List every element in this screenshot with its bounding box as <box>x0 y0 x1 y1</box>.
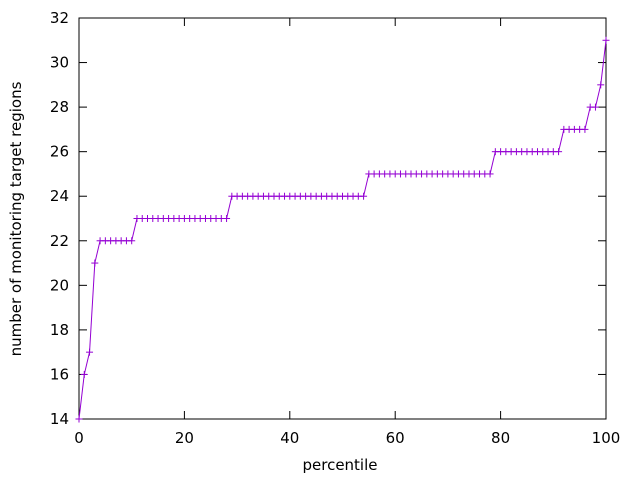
x-axis-title: percentile <box>302 456 377 474</box>
data-point <box>555 148 563 156</box>
data-point <box>591 103 599 111</box>
data-point <box>75 415 83 423</box>
x-tick-label: 60 <box>386 429 405 447</box>
data-series <box>75 36 610 423</box>
data-point <box>602 36 610 44</box>
y-axis-title: number of monitoring target regions <box>7 81 25 356</box>
y-tick-label: 20 <box>50 276 69 294</box>
data-point <box>223 215 231 222</box>
y-tick-label: 14 <box>50 410 69 428</box>
data-point <box>486 170 494 178</box>
y-tick-label: 26 <box>50 143 69 161</box>
y-tick-label: 32 <box>50 9 69 27</box>
data-point <box>597 81 605 89</box>
y-tick-label: 22 <box>50 232 69 250</box>
x-tick-label: 80 <box>491 429 510 447</box>
data-point <box>80 370 88 378</box>
y-tick-label: 18 <box>50 321 69 339</box>
series-line <box>78 40 607 420</box>
data-point <box>128 237 136 245</box>
data-point <box>91 259 99 267</box>
x-tick-label: 40 <box>280 429 299 447</box>
plot-frame <box>78 17 607 420</box>
data-point <box>86 348 94 356</box>
x-tick-label: 0 <box>74 429 84 447</box>
y-tick-label: 24 <box>50 187 69 205</box>
y-tick-label: 30 <box>50 54 69 72</box>
x-tick-label: 20 <box>175 429 194 447</box>
y-tick-label: 28 <box>50 98 69 116</box>
x-tick-label: 100 <box>592 429 621 447</box>
data-point <box>581 125 589 133</box>
y-tick-label: 16 <box>50 365 69 383</box>
tick-labels: 0 20 40 60 80 100 14 16 18 20 22 24 26 28 30 32 <box>50 9 620 447</box>
data-point <box>360 192 368 200</box>
